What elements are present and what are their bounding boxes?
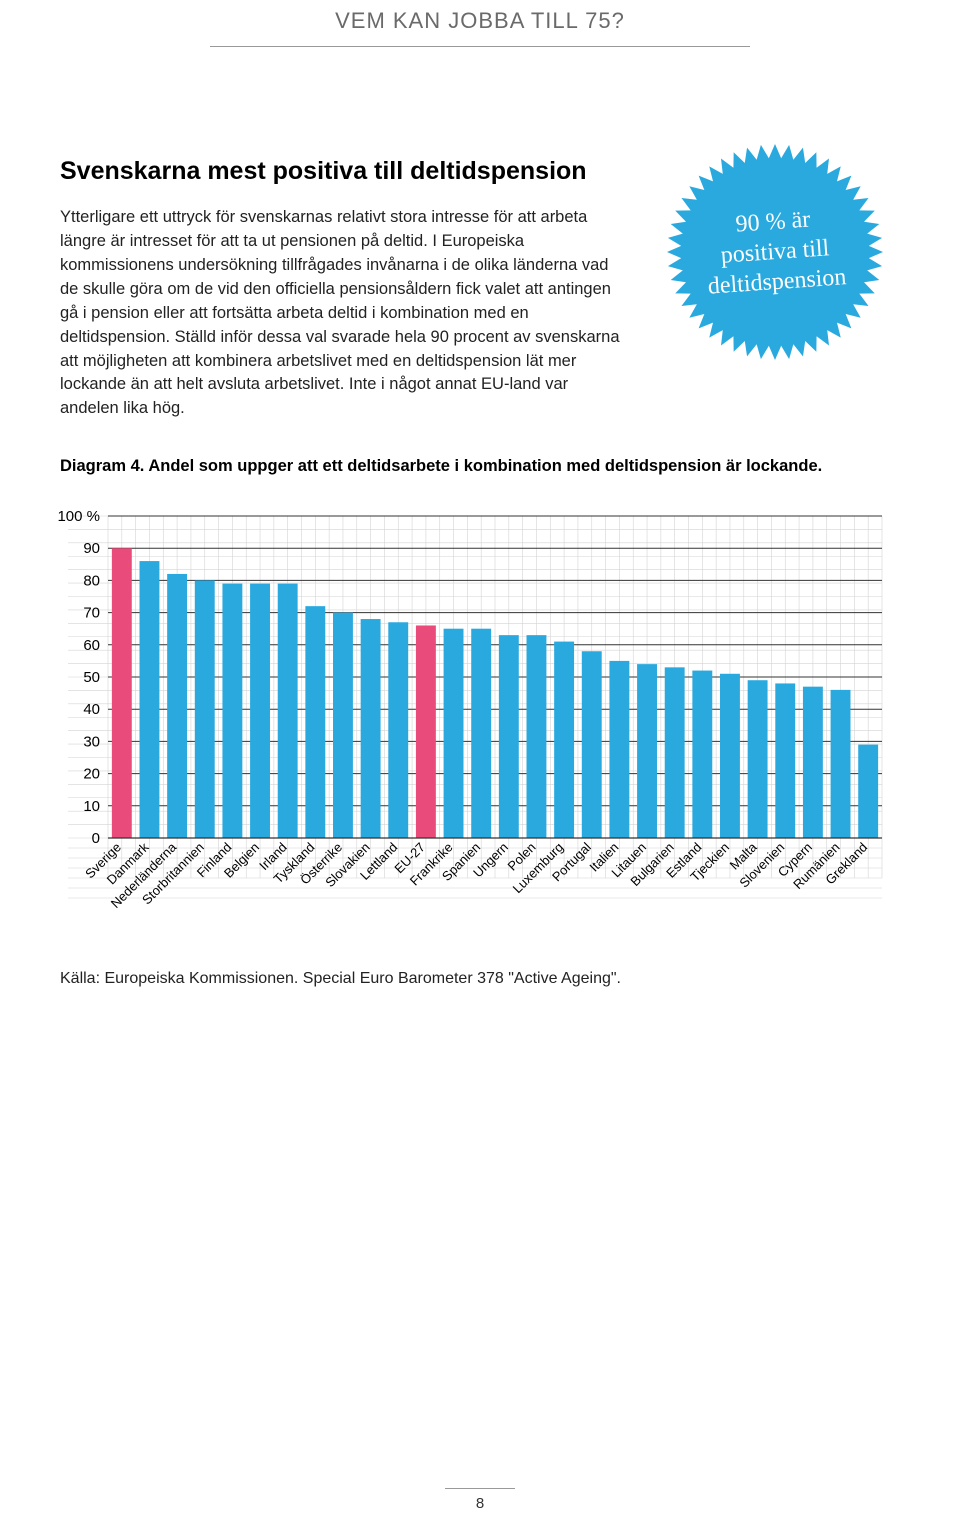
page-header: VEM KAN JOBBA TILL 75? xyxy=(210,0,750,47)
svg-text:10: 10 xyxy=(83,798,100,815)
badge: 90 % ärpositiva tilldeltidspension xyxy=(660,137,890,367)
section-body: Ytterligare ett uttryck för svenskarnas … xyxy=(60,206,630,421)
svg-text:60: 60 xyxy=(83,637,100,654)
svg-text:0: 0 xyxy=(92,830,100,847)
svg-text:70: 70 xyxy=(83,605,100,622)
starburst-icon: 90 % ärpositiva tilldeltidspension xyxy=(660,137,890,367)
bar-chart: 0102030405060708090100 %SverigeDanmarkNe… xyxy=(50,508,890,948)
bar-chart-svg: 0102030405060708090100 %SverigeDanmarkNe… xyxy=(50,508,890,948)
svg-text:50: 50 xyxy=(83,669,100,686)
content-row: Svenskarna mest positiva till deltidspen… xyxy=(60,157,900,421)
diagram-caption: Diagram 4. Andel som uppger att ett delt… xyxy=(60,457,900,476)
svg-text:90 % är: 90 % är xyxy=(735,207,811,238)
page-number: 8 xyxy=(445,1488,515,1512)
svg-text:30: 30 xyxy=(83,734,100,751)
text-column: Svenskarna mest positiva till deltidspen… xyxy=(60,157,630,421)
source-text: Källa: Europeiska Kommissionen. Special … xyxy=(60,970,900,988)
svg-text:20: 20 xyxy=(83,766,100,783)
svg-text:100 %: 100 % xyxy=(57,508,100,525)
svg-text:80: 80 xyxy=(83,573,100,590)
section-heading: Svenskarna mest positiva till deltidspen… xyxy=(60,157,630,186)
svg-text:40: 40 xyxy=(83,701,100,718)
svg-text:90: 90 xyxy=(83,540,100,557)
